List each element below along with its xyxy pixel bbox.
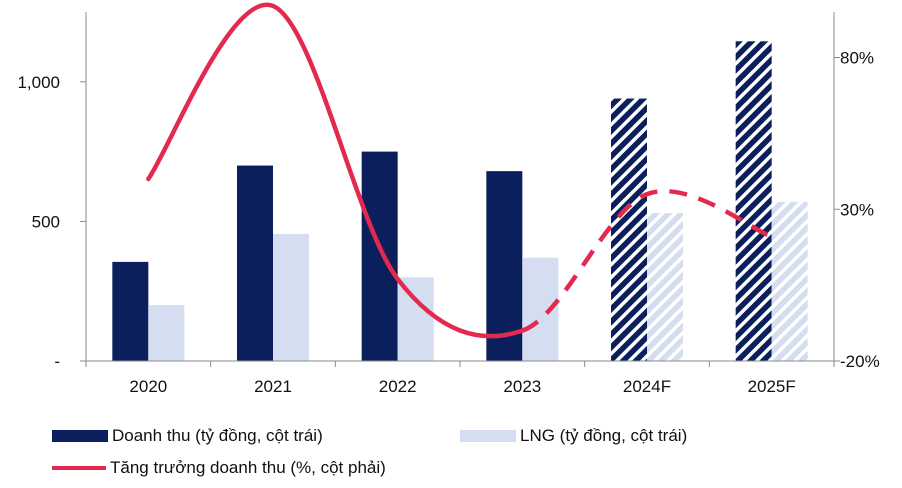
bar-revenue-2022 [361,151,398,361]
x-tick-label-2025F: 2025F [748,377,796,396]
left-tick-label-1: 500 [32,212,60,231]
bars-layer [112,41,808,361]
legend-item-revenue: Doanh thu (tỷ đồng, cột trái) [52,426,323,446]
right-tick-label-1: 30% [840,200,874,219]
bar-revenue-2023 [486,171,523,361]
bar-lng-2022 [397,277,434,361]
left-tick-label-0: - [54,352,60,371]
bar-revenue-2024F [611,98,647,361]
legend-item-growth: Tăng trưởng doanh thu (%, cột phải) [52,458,386,478]
bar-lng-2024F [647,213,683,361]
bar-revenue-2025F [735,41,772,361]
legend-item-lng: LNG (tỷ đồng, cột trái) [460,426,687,446]
legend-label-growth: Tăng trưởng doanh thu (%, cột phải) [110,458,386,477]
legend-swatch-growth [52,466,106,470]
bar-lng-2020 [148,305,185,361]
bar-revenue-2021 [237,165,273,361]
x-tick-label-2023: 2023 [503,377,541,396]
growth-line-layer [146,2,773,339]
growth-line-forecast [521,188,773,333]
legend-label-revenue: Doanh thu (tỷ đồng, cột trái) [112,426,323,445]
chart: - 500 1,000 -20% 30% 80% 2020 2021 2022 2023 2024F… [17,2,880,396]
legend-swatch-lng [460,430,516,442]
axes-layer: - 500 1,000 -20% 30% 80% 2020 2021 2022 2023 2024F… [17,12,880,396]
legend-swatch-revenue [52,430,108,442]
x-tick-label-2020: 2020 [129,377,167,396]
left-tick-label-2: 1,000 [17,73,60,92]
right-tick-label-2: 80% [840,49,874,68]
legend-label-lng: LNG (tỷ đồng, cột trái) [520,426,688,445]
x-tick-label-2022: 2022 [379,377,417,396]
growth-line-actual [146,2,525,339]
x-tick-label-2021: 2021 [254,377,292,396]
bar-lng-2025F [771,201,808,361]
x-tick-label-2024F: 2024F [623,377,671,396]
bar-revenue-2020 [112,261,149,361]
bar-lng-2021 [273,233,309,361]
right-tick-label-0: -20% [840,352,880,371]
